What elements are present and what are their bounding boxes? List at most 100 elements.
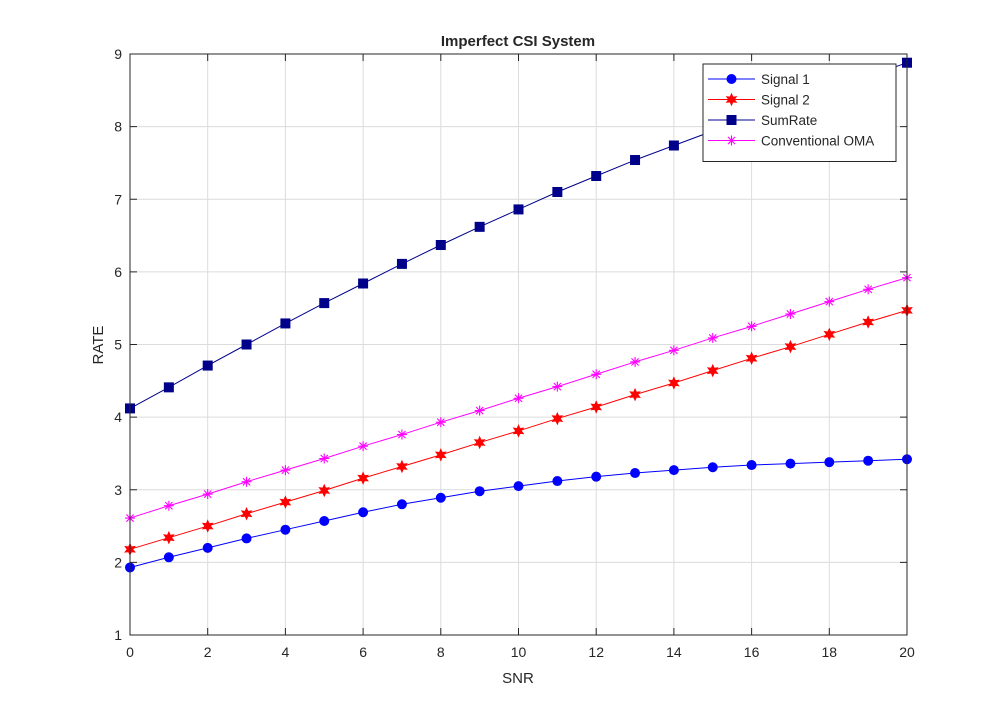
data-point-conventional-oma [668, 345, 679, 356]
x-tick-label: 16 [744, 644, 760, 660]
y-axis-label: RATE [90, 326, 107, 365]
data-point-sumrate [513, 204, 524, 215]
asterisk-stroke [281, 466, 290, 475]
data-point-conventional-oma [241, 476, 252, 487]
x-tick-label: 8 [437, 644, 445, 660]
legend-marker-conventional-oma [726, 135, 737, 146]
data-point-sumrate [280, 318, 291, 329]
data-point-conventional-oma [435, 417, 446, 428]
data-point-conventional-oma [785, 308, 796, 319]
data-point-sumrate [319, 298, 330, 309]
data-point-signal-2 [629, 387, 641, 402]
data-point-conventional-oma [630, 356, 641, 367]
x-tick-label: 6 [359, 644, 367, 660]
data-point-signal-1 [163, 552, 174, 563]
data-point-sumrate [396, 258, 407, 269]
data-point-signal-2 [357, 471, 369, 485]
data-point-sumrate [552, 186, 563, 197]
asterisk-stroke [436, 418, 445, 427]
legend-label-sumrate: SumRate [761, 113, 817, 128]
data-point-sumrate [668, 140, 679, 151]
data-point-conventional-oma [163, 500, 174, 511]
data-point-signal-1 [241, 533, 252, 544]
data-point-conventional-oma [824, 296, 835, 307]
data-point-signal-2 [279, 495, 292, 509]
data-point-conventional-oma [474, 405, 485, 416]
data-point-conventional-oma [552, 381, 563, 392]
y-tick-label: 4 [114, 409, 122, 425]
x-axis-label: SNR [502, 670, 534, 687]
data-point-signal-2 [862, 315, 874, 329]
data-point-signal-2 [473, 435, 486, 450]
asterisk-stroke [708, 333, 717, 342]
y-tick-label: 8 [114, 119, 122, 135]
data-point-sumrate [241, 339, 252, 350]
asterisk-stroke [475, 406, 484, 415]
data-point-signal-2 [163, 530, 175, 545]
data-point-signal-2 [706, 363, 719, 378]
legend-label-signal-2: Signal 2 [761, 93, 810, 108]
chart-title: Imperfect CSI System [441, 33, 595, 50]
data-point-signal-1 [863, 455, 874, 466]
data-point-signal-2 [318, 483, 331, 498]
legend-marker-signal-2 [725, 92, 738, 107]
legend-marker-sumrate [726, 115, 737, 125]
data-point-signal-1 [552, 476, 563, 487]
x-tick-label: 0 [126, 644, 134, 660]
asterisk-stroke [203, 490, 212, 499]
data-point-signal-1 [785, 458, 796, 469]
asterisk-stroke [320, 454, 329, 463]
y-tick-label: 5 [114, 337, 122, 353]
data-point-signal-1 [474, 486, 485, 497]
data-point-conventional-oma [280, 465, 291, 476]
data-point-signal-1 [202, 542, 213, 553]
data-point-sumrate [474, 221, 485, 232]
series-signal-1 [125, 454, 912, 573]
data-point-signal-2 [434, 448, 447, 462]
asterisk-stroke [514, 394, 523, 403]
legend-label-conventional-oma: Conventional OMA [761, 134, 874, 149]
data-point-sumrate [358, 278, 369, 289]
y-tick-label: 3 [114, 482, 122, 498]
y-tick-label: 7 [114, 191, 122, 207]
series-signal-2 [124, 303, 913, 557]
asterisk-stroke [553, 382, 562, 391]
data-point-signal-1 [358, 507, 369, 518]
data-point-signal-1 [280, 524, 291, 535]
data-point-signal-1 [707, 462, 718, 473]
data-point-sumrate [163, 382, 174, 393]
data-point-sumrate [435, 240, 446, 251]
data-point-sumrate [630, 155, 641, 166]
data-point-signal-2 [551, 411, 564, 426]
asterisk-stroke [864, 285, 873, 294]
x-tick-label: 4 [282, 644, 290, 660]
asterisk-stroke [825, 297, 834, 306]
y-tick-label: 1 [114, 627, 122, 643]
data-point-conventional-oma [358, 441, 369, 452]
legend-marker-signal-1 [726, 74, 737, 84]
legend-label-signal-1: Signal 1 [761, 72, 810, 87]
x-tick-label: 18 [822, 644, 838, 660]
asterisk-stroke [786, 310, 795, 318]
data-point-sumrate [591, 171, 602, 182]
x-tick-label: 14 [666, 644, 682, 660]
asterisk-stroke [592, 370, 601, 379]
asterisk-stroke [669, 346, 678, 355]
asterisk-stroke [359, 442, 368, 451]
data-point-signal-2 [784, 339, 797, 354]
data-point-sumrate [202, 360, 213, 371]
asterisk-stroke [397, 430, 406, 439]
data-point-conventional-oma [513, 393, 524, 404]
data-point-signal-1 [319, 515, 330, 526]
asterisk-stroke [242, 477, 251, 486]
y-tick-label: 6 [114, 264, 122, 280]
x-tick-label: 10 [511, 644, 527, 660]
data-point-signal-1 [513, 481, 524, 492]
data-point-conventional-oma [707, 332, 718, 343]
x-tick-label: 2 [204, 644, 212, 660]
data-point-signal-2 [745, 351, 758, 366]
data-point-conventional-oma [396, 429, 407, 440]
